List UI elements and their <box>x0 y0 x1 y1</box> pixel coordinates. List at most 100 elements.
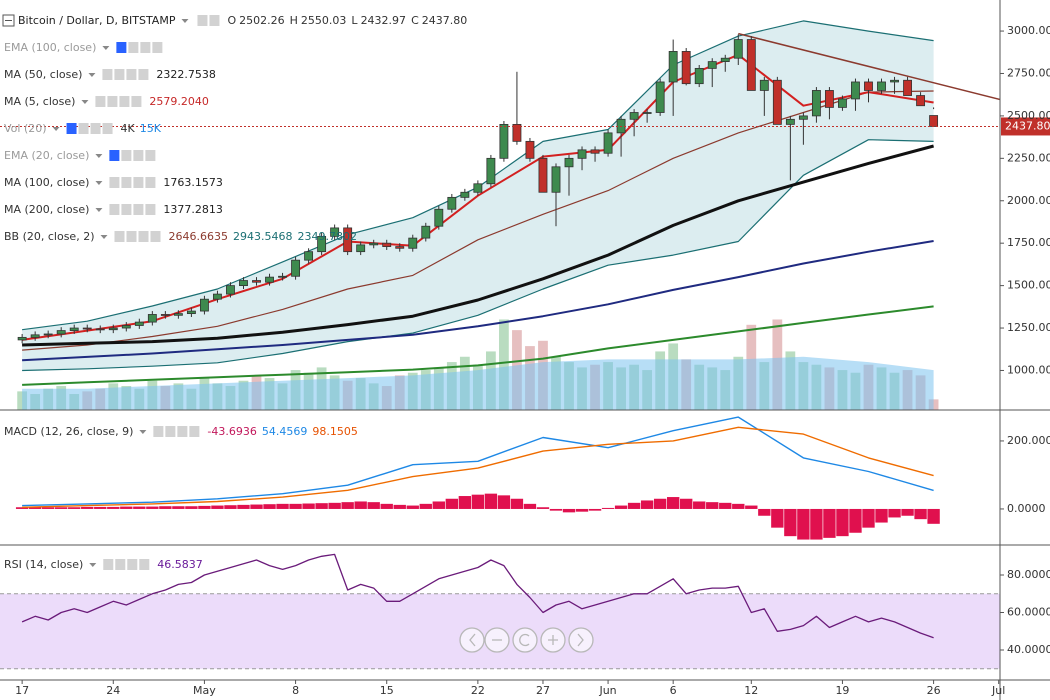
legend-button[interactable] <box>138 69 149 80</box>
legend-button[interactable] <box>121 177 132 188</box>
legend-button[interactable] <box>126 231 137 242</box>
legend-button[interactable] <box>109 204 120 215</box>
macd-histogram-bar <box>719 502 732 509</box>
last-price-tag <box>1001 117 1050 136</box>
dropdown-caret <box>100 235 108 239</box>
legend-button[interactable] <box>152 42 163 53</box>
legend-button[interactable] <box>78 123 89 134</box>
legend-button[interactable] <box>121 150 132 161</box>
candle-body <box>330 227 340 237</box>
legend-button[interactable] <box>127 559 138 570</box>
legend-button[interactable] <box>145 150 156 161</box>
y-tick-label: 2750.00 <box>1007 66 1050 79</box>
y-tick-label: 80.0000 <box>1007 568 1050 581</box>
y-tick-label: 1000.00 <box>1007 363 1050 376</box>
legend-value: 46.5837 <box>157 558 203 571</box>
candle-body <box>733 39 743 59</box>
candle-body <box>694 67 704 85</box>
rsi-line <box>21 553 934 639</box>
legend-button[interactable] <box>109 177 120 188</box>
candle-body <box>382 242 392 247</box>
candle-body <box>186 310 196 315</box>
legend-button[interactable] <box>90 123 101 134</box>
legend-button[interactable] <box>126 69 137 80</box>
macd-line <box>22 426 934 508</box>
macd-histogram-bar <box>758 508 771 516</box>
legend-button[interactable] <box>116 42 127 53</box>
candle-body <box>890 79 899 83</box>
macd-histogram-bar <box>159 506 172 509</box>
candle-body <box>564 157 574 168</box>
legend-value: 4K <box>121 122 136 135</box>
scroll-left-button[interactable] <box>459 627 485 653</box>
x-tick-label: 27 <box>536 684 550 697</box>
reset-button[interactable] <box>512 627 538 653</box>
legend-button[interactable] <box>109 150 120 161</box>
legend-button[interactable] <box>145 204 156 215</box>
candle-body <box>551 166 561 193</box>
candle-body <box>590 149 600 154</box>
legend-button[interactable] <box>177 426 188 437</box>
macd-histogram-bar <box>224 505 237 509</box>
legend-button[interactable] <box>150 231 161 242</box>
scroll-right-button[interactable] <box>568 627 594 653</box>
candle-body <box>447 196 457 210</box>
macd-histogram-bar <box>510 498 524 509</box>
macd-histogram-bar <box>419 503 432 509</box>
legend-label: EMA (100, close) <box>4 41 96 54</box>
dropdown-caret <box>89 563 97 567</box>
candle-body <box>460 191 470 198</box>
macd-histogram-bar <box>107 506 120 509</box>
legend-button[interactable] <box>103 559 114 570</box>
candle-body <box>720 57 730 63</box>
dropdown-caret <box>181 19 189 23</box>
legend-value: 98.1505 <box>312 425 358 438</box>
candle-body <box>278 275 287 278</box>
legend-button[interactable] <box>209 15 220 26</box>
legend-button[interactable] <box>197 15 208 26</box>
legend-button[interactable] <box>145 177 156 188</box>
candle-body <box>17 336 27 341</box>
macd-histogram-bar <box>784 508 797 537</box>
legend-button[interactable] <box>153 426 164 437</box>
legend-button[interactable] <box>102 123 113 134</box>
legend-button[interactable] <box>114 69 125 80</box>
candle-body <box>486 157 496 185</box>
legend-button[interactable] <box>165 426 176 437</box>
macd-histogram-bar <box>211 505 224 509</box>
legend-button[interactable] <box>133 177 144 188</box>
macd-histogram-bar <box>458 496 472 509</box>
legend-button[interactable] <box>119 96 130 107</box>
legend-button[interactable] <box>131 96 142 107</box>
legend-button[interactable] <box>133 204 144 215</box>
legend-button[interactable] <box>140 42 151 53</box>
legend-button[interactable] <box>66 123 77 134</box>
legend-button[interactable] <box>107 96 118 107</box>
legend-button[interactable] <box>139 559 150 570</box>
legend-button[interactable] <box>121 204 132 215</box>
candle-body <box>408 237 418 249</box>
macd-histogram-bar <box>15 507 29 509</box>
candle-body <box>147 314 157 323</box>
candle-body <box>916 95 926 107</box>
legend-button[interactable] <box>115 559 126 570</box>
macd-histogram-bar <box>614 505 628 509</box>
candle-body <box>512 123 522 142</box>
legend-button[interactable] <box>128 42 139 53</box>
legend-button[interactable] <box>102 69 113 80</box>
legend-button[interactable] <box>138 231 149 242</box>
macd-histogram-bar <box>367 502 380 509</box>
legend-button[interactable] <box>114 231 125 242</box>
legend-button[interactable] <box>189 426 200 437</box>
candle-body <box>851 81 860 100</box>
candle-body <box>121 325 131 329</box>
legend-label: EMA (20, close) <box>4 149 89 162</box>
labels: 2437.80 1000.00 1250.00 1500.00 1750.00 2000.… <box>2 14 1050 697</box>
candle-body <box>642 112 652 114</box>
legend-button[interactable] <box>133 150 144 161</box>
ohlc-name: L <box>351 14 358 27</box>
macd-histogram-bar <box>406 505 419 509</box>
legend-button[interactable] <box>95 96 106 107</box>
dropdown-caret <box>95 154 103 158</box>
macd-histogram-bar <box>536 507 550 509</box>
